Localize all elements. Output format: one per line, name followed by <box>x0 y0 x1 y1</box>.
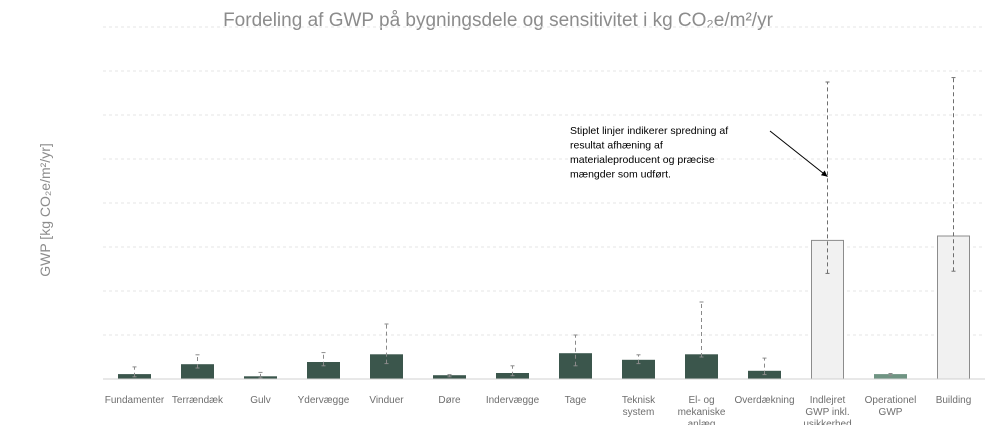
bar <box>937 235 970 380</box>
chart-title: Fordeling af GWP på bygningsdele og sens… <box>223 10 773 31</box>
bars <box>118 235 970 380</box>
gridlines <box>103 26 985 336</box>
x-tick-labels: Fundamenter Terrændæk Gulv Ydervægge Vinduer… <box>105 395 972 425</box>
annotation: Stiplet linjer indikerer spredning af res… <box>570 125 828 181</box>
x-tick-label: Teknisk system <box>622 395 656 418</box>
y-axis-label: GWP [kg CO₂e/m²/yr] <box>37 143 53 277</box>
x-tick-label: Døre <box>438 395 461 406</box>
error-bars <box>132 77 956 379</box>
x-tick-label: Fundamenter <box>105 395 165 406</box>
x-tick-label: Tage <box>565 395 587 406</box>
x-tick-label: Building <box>936 395 972 406</box>
annotation-text: Stiplet linjer indikerer spredning af res… <box>570 125 728 181</box>
x-tick-label: Ydervægge <box>298 395 350 406</box>
annotation-arrowhead <box>820 170 828 177</box>
bar <box>811 239 844 380</box>
x-tick-label: Indervægge <box>486 395 540 406</box>
x-tick-label: Overdækning <box>734 395 794 406</box>
x-tick-label: Operationel GWP <box>865 395 917 418</box>
x-tick-label: Indlejret GWP inkl. usikkerhed <box>803 395 851 425</box>
x-tick-label: Vinduer <box>369 395 404 406</box>
x-tick-label: Terrændæk <box>172 395 224 406</box>
annotation-arrow <box>769 130 828 177</box>
x-tick-label: Gulv <box>250 395 271 406</box>
x-tick-label: El- og mekaniske anlæg <box>678 395 726 425</box>
bar <box>370 354 403 380</box>
bar <box>685 354 718 380</box>
